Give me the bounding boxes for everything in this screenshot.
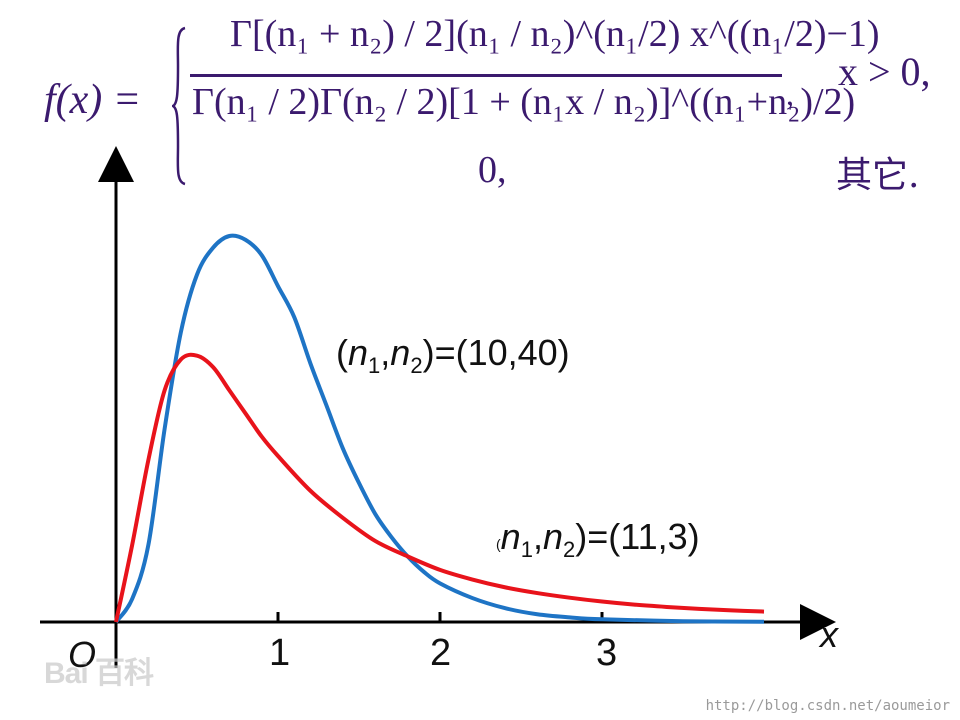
formula-lhs: f(x) = bbox=[44, 77, 142, 123]
formula-case2-condition: 其它. bbox=[836, 155, 920, 196]
x-axis-label: x bbox=[820, 614, 838, 655]
series-label-11-3: (n1,n2)=(11,3) bbox=[496, 516, 700, 563]
watermark-logo: Bai 百科 bbox=[44, 657, 154, 690]
x-tick-label-3: 3 bbox=[596, 632, 618, 674]
formula-numerator: Γ[(n₁ + n₂) / 2](n₁ / n₂)^(n₁/2) x^((n₁/… bbox=[230, 13, 880, 55]
formula-denominator: Γ(n₁ / 2)Γ(n₂ / 2)[1 + (n₁x / n₂)]^((n₁+… bbox=[192, 81, 856, 123]
formula-case2-value: 0, bbox=[478, 149, 507, 191]
watermark-url: http://blog.csdn.net/aoumeior bbox=[705, 698, 950, 714]
series-line-1 bbox=[114, 352, 765, 623]
series-label-10-40: (n1,n2)=(10,40) bbox=[336, 332, 570, 379]
formula-fraction-bar bbox=[190, 74, 782, 77]
series-line-0 bbox=[114, 233, 765, 624]
formula-brace bbox=[172, 26, 186, 186]
formula-case1-separator: , bbox=[786, 76, 794, 112]
x-tick-label-1: 1 bbox=[269, 632, 291, 674]
origin-label: O bbox=[68, 634, 97, 675]
x-tick-label-2: 2 bbox=[430, 632, 452, 674]
formula-case1-condition: x > 0, bbox=[838, 49, 931, 94]
